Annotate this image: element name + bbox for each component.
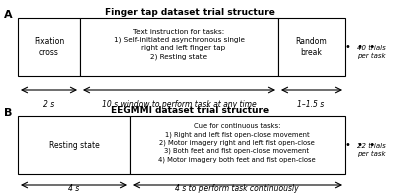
Text: •  •  •: • • • [345,42,375,52]
Text: 4 s to perform task continuously: 4 s to perform task continuously [175,184,299,193]
Text: 22 trials
per task: 22 trials per task [357,143,386,157]
Text: 1–1.5 s: 1–1.5 s [297,100,325,109]
Text: B: B [4,108,12,118]
Text: Random
break: Random break [295,37,327,57]
Text: A: A [4,10,13,20]
Text: Text instruction for tasks:
1) Self-initiated asynchronous single
    right and : Text instruction for tasks: 1) Self-init… [114,29,244,59]
Text: Resting state: Resting state [49,141,99,150]
Bar [80,18,278,76]
Bar [18,18,80,76]
Text: 10 s window to perform task at any time: 10 s window to perform task at any time [102,100,256,109]
Text: •  •  •: • • • [345,140,375,150]
Text: Finger tap dataset trial structure: Finger tap dataset trial structure [105,8,275,17]
Text: EEGMMI dataset trial structure: EEGMMI dataset trial structure [111,106,269,115]
Bar [130,116,345,174]
Bar [278,18,345,76]
Text: 2 s: 2 s [43,100,55,109]
Text: Fixation
cross: Fixation cross [34,37,64,57]
Bar [18,116,130,174]
Text: Cue for continuous tasks:
1) Right and left fist open-close movement
2) Motor im: Cue for continuous tasks: 1) Right and l… [158,123,316,163]
Text: 4 s: 4 s [68,184,80,193]
Text: 40 trials
per task: 40 trials per task [357,45,386,58]
